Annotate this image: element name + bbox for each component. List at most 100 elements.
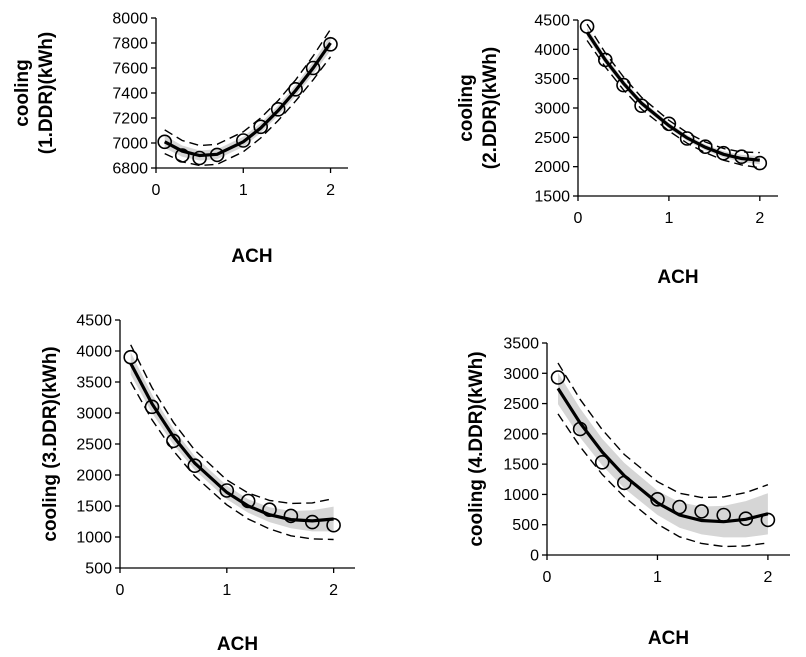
y-tick-label: 0 [530,548,539,565]
data-point [616,77,631,93]
y-tick-label: 1500 [534,189,570,206]
y-tick-label: 1500 [503,457,539,474]
x-tick-label: 0 [116,582,125,599]
lower-confidence-line [586,40,760,169]
data-point [305,60,321,76]
y-tick-label: 500 [85,561,112,578]
y-tick-label: 1000 [76,530,112,547]
data-point [236,133,251,148]
y-tick-label: 7400 [112,86,148,103]
data-point [209,147,225,163]
fit-line [129,362,334,523]
y-tick-label: 3000 [503,366,539,383]
data-point [174,148,190,163]
y-axis-title: cooling (3.DDR)(kWh) [40,346,61,541]
fit-line [163,42,332,158]
data-point [219,483,235,498]
y-tick-label: 2000 [76,468,112,485]
y-tick-label: 7200 [112,111,148,128]
data-point [253,119,269,135]
data-point [594,454,610,470]
x-axis-title: ACH [648,628,689,649]
y-tick-label: 500 [512,517,539,534]
data-point [326,517,341,533]
prediction-band [164,35,331,161]
y-tick-label: 2500 [76,437,112,454]
prediction-band [130,352,334,532]
data-point [123,349,138,365]
data-point [270,102,286,117]
data-point [650,491,665,507]
x-axis-title: ACH [657,267,698,288]
lower-confidence-line [557,413,768,548]
data-point [616,475,632,491]
lower-confidence-line [130,381,334,541]
data-point [283,508,299,524]
x-axis-title: ACH [217,634,258,655]
y-tick-label: 7600 [112,61,148,78]
y-tick-label: 2500 [503,396,539,413]
y-axis-title: cooling [12,59,33,127]
data-point [550,370,566,385]
data-point [144,399,160,415]
data-point [579,19,595,34]
data-point [760,512,776,528]
y-tick-label: 7800 [112,36,148,53]
data-point [716,507,732,523]
y-tick-label: 3000 [534,101,570,118]
data-point [694,504,709,519]
y-tick-label: 3000 [76,406,112,423]
data-point [166,433,181,449]
y-tick-label: 4500 [76,313,112,330]
y-tick-label: 2500 [534,130,570,147]
x-tick-label: 1 [653,569,662,586]
y-tick-label: 3500 [503,336,539,353]
data-point [672,499,687,515]
chart-panel-4: 0 500 1000 1500 2000 2500 3000 3500 0 1 2 ACH coolin… [466,336,790,649]
y-tick-label: 4500 [534,13,570,30]
series-group [129,344,334,541]
x-tick-label: 0 [574,210,583,227]
upper-confidence-line [557,362,769,499]
data-point [572,421,588,437]
y-tick-label: 6800 [112,161,148,178]
chart-panel-3: 500 1000 1500 2000 2500 3000 3500 4000 4500 0 1 2 AC… [40,313,355,655]
x-tick-label: 2 [326,182,335,199]
upper-confidence-line [586,23,760,154]
data-point [262,502,277,518]
fit-line [585,31,760,162]
data-point [752,155,768,171]
data-point [661,116,677,132]
chart-panel-2: 1500 2000 2500 3000 3500 4000 4500 0 1 2 ACH coolin… [456,13,778,288]
upper-confidence-line [164,28,332,147]
y-tick-label: 7000 [112,136,148,153]
y-tick-label: 1000 [503,487,539,504]
x-tick-label: 1 [222,582,231,599]
data-point [679,131,695,146]
data-point [597,52,613,68]
data-point [323,36,338,52]
data-point [734,149,749,164]
data-point [738,511,754,527]
y-tick-label: 1500 [76,499,112,516]
data-point [716,145,731,161]
x-axis-title: ACH [231,246,272,267]
x-tick-label: 2 [763,569,772,586]
x-tick-label: 2 [329,582,338,599]
x-tick-label: 1 [239,182,248,199]
y-axis-title: cooling (4.DDR)(kWh) [466,351,487,546]
prediction-band [587,27,760,165]
data-point [187,458,203,474]
series-group [556,362,769,548]
y-axis-title: (1.DDR)(kWh) [36,32,57,154]
y-tick-label: 4000 [534,42,570,59]
x-tick-label: 0 [543,569,552,586]
data-point [304,514,320,530]
y-tick-label: 3500 [76,375,112,392]
series-group [585,23,760,169]
y-tick-label: 4000 [76,344,112,361]
y-axis-title: cooling [456,74,477,142]
data-point [634,98,649,113]
prediction-band [558,372,768,538]
